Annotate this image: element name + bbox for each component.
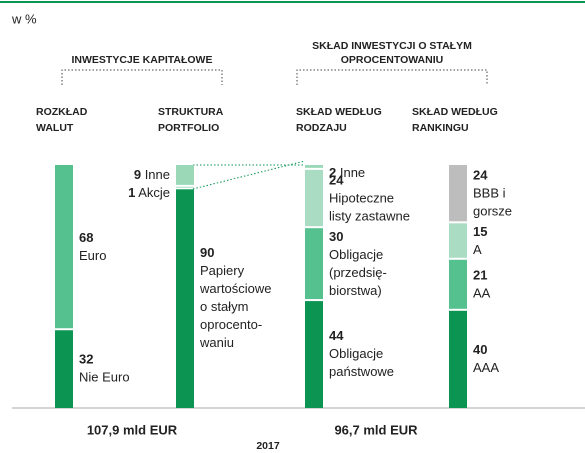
year-label: 2017 <box>256 440 280 452</box>
segment-text: Obligacje <box>329 247 383 262</box>
bar-segment <box>176 186 194 188</box>
segment-value: 24 <box>329 172 344 187</box>
bar-segment <box>449 165 467 222</box>
segment-text: wartościowe <box>199 281 272 296</box>
bar-segment <box>305 228 323 300</box>
bar-segment <box>305 169 323 227</box>
segment-text: AA <box>473 286 491 301</box>
segment-text: gorsze <box>473 204 512 219</box>
segment-value: 2 <box>329 165 336 180</box>
column-title: RANKINGU <box>412 122 469 134</box>
column-title: RODZAJU <box>296 122 347 134</box>
bar-segment <box>176 189 194 408</box>
segment-value: 40 <box>473 342 487 357</box>
segment-value: 68 <box>79 230 93 245</box>
column-title: WALUT <box>36 122 74 134</box>
segment-value: 32 <box>79 352 93 367</box>
bar-segment <box>176 165 194 185</box>
bar-segment <box>55 165 73 329</box>
bar-segment <box>305 165 323 168</box>
column-title: SKŁAD WEDŁUG <box>412 106 498 118</box>
unit-label: w % <box>11 11 37 26</box>
segment-text: biorstwa) <box>329 283 382 298</box>
segment-text: Akcje <box>138 185 170 200</box>
segment-value: 24 <box>473 168 488 183</box>
bar-segment <box>449 259 467 309</box>
segment-text: Nie Euro <box>79 370 130 385</box>
column-title: SKŁAD WEDŁUG <box>296 106 382 118</box>
bar-segment <box>449 223 467 258</box>
column-title: PORTFOLIO <box>158 122 219 134</box>
bar-segment <box>305 301 323 408</box>
segment-text: waniu <box>199 335 234 350</box>
segment-text: oprocento- <box>200 317 262 332</box>
segment-text: BBB i <box>473 186 506 201</box>
group-label: OPROCENTOWANIU <box>341 54 443 66</box>
segment-text: Hipoteczne <box>329 190 394 205</box>
segment-text: Obligacje <box>329 346 383 361</box>
segment-text: (przedsię- <box>329 265 387 280</box>
segment-text: Inne <box>145 167 170 182</box>
segment-value: 30 <box>329 229 343 244</box>
segment-text: Euro <box>79 248 106 263</box>
column-title: ROZKŁAD <box>36 106 88 118</box>
column-title: STRUKTURA <box>158 106 224 118</box>
segment-label: 1 Akcje <box>128 185 170 200</box>
group-bracket <box>61 69 223 85</box>
segment-value: 90 <box>200 245 214 260</box>
segment-text: o stałym <box>200 299 248 314</box>
segment-label: 9 Inne <box>134 167 170 182</box>
segment-label: 2 Inne <box>329 165 365 180</box>
segment-text: A <box>473 242 482 257</box>
segment-text: Papiery <box>200 263 245 278</box>
segment-text: listy zastawne <box>329 208 410 223</box>
segment-value: 1 <box>128 185 135 200</box>
group-bracket <box>296 69 488 85</box>
segment-value: 21 <box>473 268 487 283</box>
segment-value: 9 <box>134 167 141 182</box>
segment-value: 15 <box>473 224 487 239</box>
segment-text: Inne <box>340 165 365 180</box>
segment-text: państwowe <box>329 364 394 379</box>
total-label: 107,9 mld EUR <box>87 422 178 437</box>
segment-value: 44 <box>329 328 344 343</box>
group-label: SKŁAD INWESTYCJI O STAŁYM <box>312 40 472 52</box>
group-label: INWESTYCJE KAPITAŁOWE <box>72 54 213 66</box>
bar-segment <box>55 330 73 408</box>
segment-text: AAA <box>473 360 499 375</box>
bar-segment <box>449 310 467 408</box>
total-label: 96,7 mld EUR <box>334 422 418 437</box>
